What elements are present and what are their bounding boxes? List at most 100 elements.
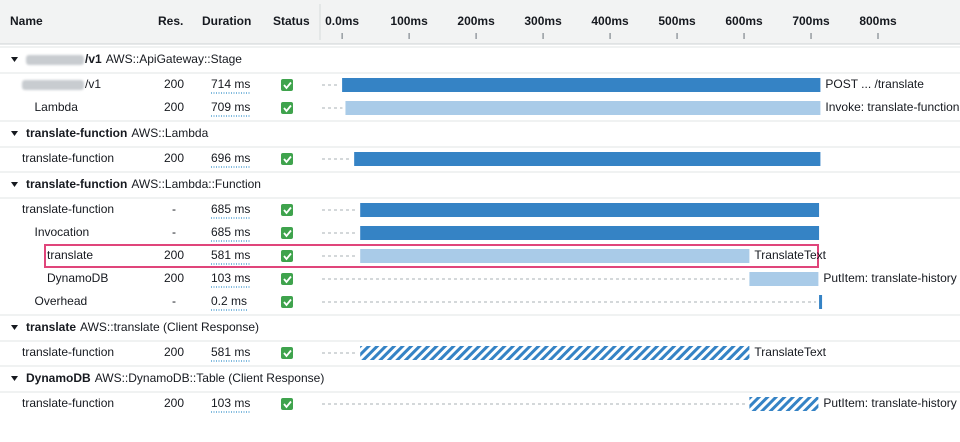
- row-duration[interactable]: 685 ms: [211, 202, 250, 216]
- tick-label: 700ms: [792, 14, 830, 28]
- row-duration[interactable]: 581 ms: [211, 248, 250, 262]
- header-bar: [0, 0, 960, 44]
- span-bar[interactable]: [819, 295, 823, 309]
- status-ok: [281, 273, 293, 285]
- group-name: translate-function: [26, 126, 127, 140]
- row-name[interactable]: Overhead: [35, 294, 88, 308]
- expand-caret[interactable]: [11, 131, 18, 136]
- row-res: 200: [164, 77, 184, 91]
- status-ok: [281, 398, 293, 410]
- status-check: [283, 229, 292, 238]
- row-name[interactable]: translate-function: [22, 396, 114, 410]
- span-label: Invoke: translate-function: [825, 100, 959, 114]
- status-ok: [281, 347, 293, 359]
- row-duration[interactable]: 103 ms: [211, 271, 250, 285]
- status-ok: [281, 204, 293, 216]
- selected-row: [44, 244, 819, 268]
- row-duration[interactable]: 714 ms: [211, 77, 250, 91]
- status-check: [283, 206, 292, 215]
- row-name[interactable]: DynamoDB: [47, 271, 108, 285]
- status-check: [283, 155, 292, 164]
- status-check: [283, 81, 292, 90]
- row-res: 200: [164, 396, 184, 410]
- span-bar[interactable]: [749, 272, 819, 286]
- group-name: translate: [26, 320, 76, 334]
- span-label: TranslateText: [754, 345, 826, 359]
- status-check: [283, 252, 292, 261]
- tick-label: 800ms: [859, 14, 897, 28]
- tick-label: 0.0ms: [325, 14, 359, 28]
- row-name[interactable]: Lambda: [35, 100, 79, 114]
- span-bar[interactable]: [360, 203, 820, 217]
- group-type: AWS::DynamoDB::Table (Client Response): [95, 371, 325, 385]
- group-name: DynamoDB: [26, 371, 91, 385]
- span-bar[interactable]: [354, 152, 821, 166]
- span-bar[interactable]: [360, 249, 750, 263]
- span-bar[interactable]: [345, 101, 821, 115]
- row-name[interactable]: /v1: [85, 77, 101, 91]
- status-check: [283, 275, 292, 284]
- span-bar[interactable]: [360, 226, 820, 240]
- group-name: /v1: [85, 52, 102, 66]
- expand-caret[interactable]: [11, 57, 18, 62]
- group-type: AWS::ApiGateway::Stage: [106, 52, 243, 66]
- status-check: [283, 104, 292, 113]
- row-name[interactable]: translate-function: [22, 151, 114, 165]
- row-res: 200: [164, 248, 184, 262]
- row-res: 200: [164, 151, 184, 165]
- group-type: AWS::Lambda::Function: [131, 177, 261, 191]
- group-name: translate-function: [26, 177, 127, 191]
- row-name[interactable]: translate: [47, 248, 93, 262]
- span-label: PutItem: translate-history: [823, 396, 956, 410]
- row-res: -: [172, 294, 176, 308]
- row-res: -: [172, 202, 176, 216]
- blurred-text: [22, 80, 84, 90]
- tick-label: 500ms: [658, 14, 696, 28]
- row-duration[interactable]: 581 ms: [211, 345, 250, 359]
- status-check: [283, 349, 292, 358]
- tick-label: 200ms: [457, 14, 495, 28]
- row-duration[interactable]: 696 ms: [211, 151, 250, 165]
- group-type: AWS::translate (Client Response): [80, 320, 259, 334]
- span-bar[interactable]: [749, 397, 819, 411]
- status-ok: [281, 296, 293, 308]
- span-label: TranslateText: [754, 248, 826, 262]
- row-name[interactable]: translate-function: [22, 202, 114, 216]
- tick-label: 400ms: [591, 14, 629, 28]
- row-duration[interactable]: 0.2 ms: [211, 294, 247, 308]
- status-ok: [281, 102, 293, 114]
- status-check: [283, 298, 292, 307]
- row-res: 200: [164, 345, 184, 359]
- status-check: [283, 400, 292, 409]
- column-header[interactable]: Duration: [202, 14, 251, 28]
- column-header[interactable]: Name: [10, 14, 43, 28]
- status-ok: [281, 153, 293, 165]
- group-type: AWS::Lambda: [131, 126, 208, 140]
- tick-label: 600ms: [725, 14, 763, 28]
- status-ok: [281, 227, 293, 239]
- expand-caret[interactable]: [11, 325, 18, 330]
- column-header[interactable]: Res.: [158, 14, 183, 28]
- row-res: 200: [164, 271, 184, 285]
- row-res: -: [172, 225, 176, 239]
- row-duration[interactable]: 103 ms: [211, 396, 250, 410]
- span-label: POST ... /translate: [825, 77, 924, 91]
- row-name[interactable]: Invocation: [35, 225, 90, 239]
- row-name[interactable]: translate-function: [22, 345, 114, 359]
- tick-label: 300ms: [524, 14, 562, 28]
- row-duration[interactable]: 685 ms: [211, 225, 250, 239]
- blurred-text: [26, 55, 84, 65]
- column-header[interactable]: Status: [273, 14, 310, 28]
- span-bar[interactable]: [342, 78, 821, 92]
- status-ok: [281, 79, 293, 91]
- row-duration[interactable]: 709 ms: [211, 100, 250, 114]
- expand-caret[interactable]: [11, 376, 18, 381]
- expand-caret[interactable]: [11, 182, 18, 187]
- span-label: PutItem: translate-history: [823, 271, 956, 285]
- status-ok: [281, 250, 293, 262]
- row-res: 200: [164, 100, 184, 114]
- tick-label: 100ms: [390, 14, 428, 28]
- span-bar[interactable]: [360, 346, 750, 360]
